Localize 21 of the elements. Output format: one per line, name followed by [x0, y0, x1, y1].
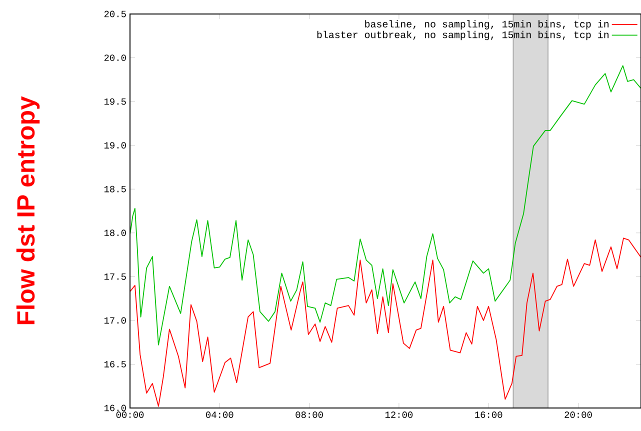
x-tick-label: 20:00: [564, 412, 592, 418]
y-tick-label: 19.5: [104, 98, 126, 105]
y-tick-label: 20.5: [104, 10, 126, 18]
x-tick-label: 00:00: [116, 412, 144, 418]
x-tick-label: 16:00: [475, 412, 502, 418]
y-tick-label: 18.0: [104, 230, 126, 236]
x-tick-label: 04:00: [206, 412, 234, 418]
y-tick-label: 19.0: [104, 142, 126, 149]
y-tick-label: 20.0: [104, 54, 126, 61]
line-series: [130, 65, 641, 346]
y-tick-label: 16.5: [104, 361, 126, 368]
y-axis-title: Flow dst IP entropy: [16, 96, 40, 324]
y-tick-label: 16.0: [104, 404, 126, 412]
y-tick-label: 17.0: [104, 317, 126, 324]
x-tick-label: 12:00: [385, 412, 413, 418]
line-series: [130, 238, 641, 407]
legend-label: blaster outbreak, no sampling, 15min bins, tcp in: [317, 30, 608, 40]
y-tick-label: 18.5: [104, 186, 126, 192]
legend-label: baseline, no sampling, 15min bins, tcp in: [365, 20, 608, 30]
x-tick-label: 08:00: [296, 412, 323, 418]
y-tick-label: 17.5: [104, 274, 126, 280]
